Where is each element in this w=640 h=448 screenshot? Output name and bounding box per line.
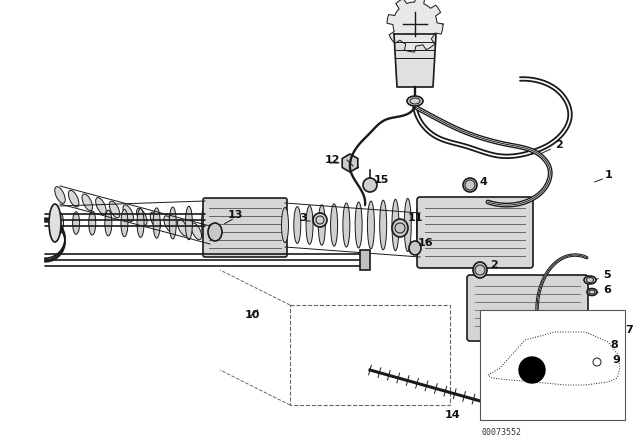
FancyBboxPatch shape — [467, 275, 588, 341]
Ellipse shape — [331, 204, 337, 246]
Text: 15: 15 — [374, 175, 389, 185]
Ellipse shape — [82, 194, 93, 211]
Text: 00073552: 00073552 — [482, 428, 522, 437]
Ellipse shape — [186, 206, 193, 240]
Circle shape — [519, 357, 545, 383]
Text: 2: 2 — [555, 140, 563, 150]
Ellipse shape — [164, 216, 174, 233]
Ellipse shape — [95, 198, 106, 214]
Text: 16: 16 — [418, 238, 434, 248]
Ellipse shape — [473, 262, 487, 278]
Ellipse shape — [72, 212, 79, 234]
Circle shape — [313, 213, 327, 227]
Ellipse shape — [380, 200, 387, 250]
Ellipse shape — [587, 289, 597, 296]
Text: 6: 6 — [603, 285, 611, 295]
Ellipse shape — [137, 209, 144, 237]
Ellipse shape — [55, 187, 65, 203]
Ellipse shape — [404, 198, 412, 252]
Polygon shape — [360, 250, 370, 270]
Ellipse shape — [294, 207, 301, 243]
Ellipse shape — [409, 241, 421, 255]
Ellipse shape — [417, 198, 424, 253]
FancyBboxPatch shape — [417, 197, 533, 268]
Ellipse shape — [169, 207, 176, 239]
Text: 13: 13 — [228, 210, 243, 220]
Ellipse shape — [463, 178, 477, 192]
Ellipse shape — [407, 96, 423, 106]
Ellipse shape — [56, 212, 63, 233]
Ellipse shape — [318, 205, 325, 245]
Ellipse shape — [136, 208, 147, 225]
Ellipse shape — [208, 223, 222, 241]
Ellipse shape — [584, 276, 596, 284]
Ellipse shape — [588, 344, 602, 353]
Ellipse shape — [191, 223, 202, 240]
Ellipse shape — [68, 190, 79, 207]
Text: 1: 1 — [605, 170, 612, 180]
Bar — [290, 305, 450, 405]
Ellipse shape — [202, 206, 209, 241]
Ellipse shape — [355, 202, 362, 248]
Ellipse shape — [121, 209, 128, 237]
Ellipse shape — [343, 203, 350, 247]
Text: 11: 11 — [408, 213, 424, 223]
Text: 5: 5 — [603, 270, 611, 280]
Ellipse shape — [177, 220, 188, 236]
Ellipse shape — [153, 208, 160, 238]
Ellipse shape — [282, 207, 289, 242]
Text: 3: 3 — [299, 213, 307, 223]
Ellipse shape — [367, 201, 374, 249]
FancyBboxPatch shape — [203, 198, 287, 257]
Text: 10: 10 — [245, 310, 260, 320]
Ellipse shape — [589, 357, 605, 367]
Ellipse shape — [49, 204, 61, 242]
Ellipse shape — [105, 210, 112, 236]
Ellipse shape — [89, 211, 96, 235]
Ellipse shape — [123, 205, 133, 221]
Text: 7: 7 — [625, 325, 633, 335]
Ellipse shape — [392, 199, 399, 251]
Text: 14: 14 — [445, 410, 461, 420]
Text: 4: 4 — [480, 177, 488, 187]
Text: 9: 9 — [612, 355, 620, 365]
Ellipse shape — [392, 219, 408, 237]
Polygon shape — [342, 154, 358, 172]
Ellipse shape — [306, 206, 313, 244]
Ellipse shape — [109, 201, 120, 218]
Bar — [480, 310, 625, 420]
Ellipse shape — [150, 212, 161, 229]
Polygon shape — [387, 0, 443, 52]
Circle shape — [363, 178, 377, 192]
Polygon shape — [394, 34, 436, 87]
Text: 2: 2 — [490, 260, 498, 270]
Text: 8: 8 — [610, 340, 618, 350]
Text: 12: 12 — [325, 155, 340, 165]
Ellipse shape — [205, 227, 215, 243]
